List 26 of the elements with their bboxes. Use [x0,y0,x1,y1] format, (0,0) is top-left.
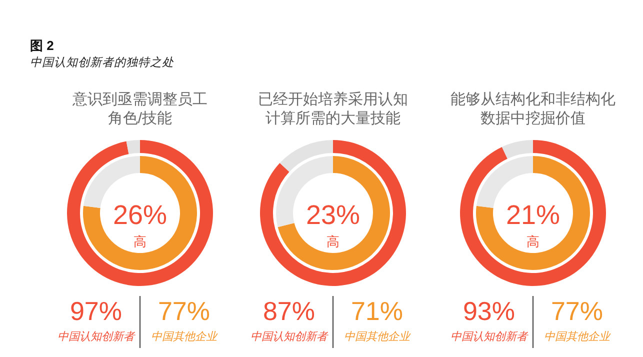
chart-title: 图 2 [30,38,54,53]
text: 数据中挖掘价值 [480,110,586,127]
text: 23% [306,200,360,230]
text: 高 [326,234,340,249]
chart-subtitle: 中国认知创新者的独特之处 [30,56,174,69]
text: 角色/技能 [108,110,172,127]
text: 高 [526,234,540,249]
data-label: 87% [262,296,316,326]
slice-label: 中国认知创新者 [58,330,136,343]
data-label: 71% [350,296,404,326]
text: 26% [112,200,168,230]
data-label: 97% [70,296,122,326]
text: 能够从结构化和非结构化 [450,91,616,108]
slice-label: 中国其他企业 [151,330,218,343]
data-label: 77% [158,296,210,326]
text: 意识到亟需调整员工 [72,91,208,108]
slice-label: 中国其他企业 [544,330,611,343]
text: 已经开始培养采用认知 [258,91,408,108]
data-label: 77% [550,296,604,326]
text: 计算所需的大量技能 [266,110,400,127]
data-label: 93% [462,296,516,326]
slice-label: 中国认知创新者 [450,330,528,343]
slice-label: 中国其他企业 [344,330,411,343]
text: 21% [506,200,560,230]
text: 高 [134,234,146,249]
slice-label: 中国认知创新者 [250,330,328,343]
